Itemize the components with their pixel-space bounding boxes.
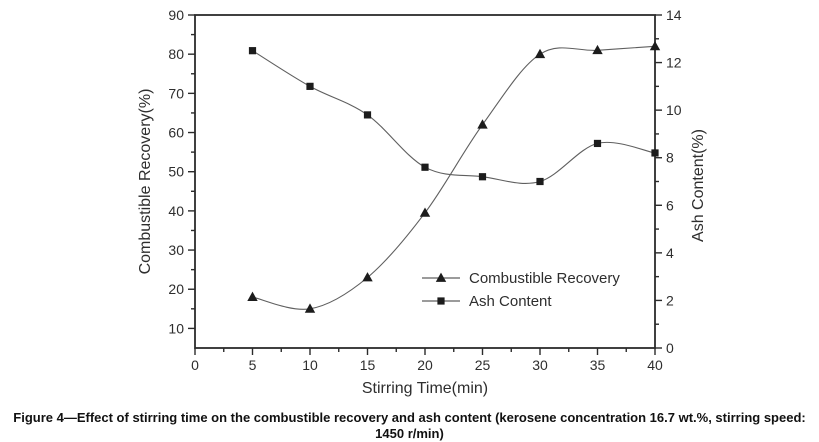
left-axis-tick-label: 30: [168, 242, 184, 258]
triangle-marker: [477, 119, 488, 129]
triangle-marker: [419, 207, 431, 217]
legend-label: Ash Content: [469, 293, 552, 310]
series-line-ash-content: [252, 50, 656, 184]
legend-square-marker: [437, 297, 445, 305]
left-axis-tick-label: 90: [168, 7, 184, 23]
left-axis-tick-label: 80: [168, 46, 184, 62]
triangle-marker: [592, 44, 603, 55]
legend-label: Combustible Recovery: [469, 270, 620, 287]
chart: 0 5 10 15 20 25 30 35 40 10 20 30 40 50 60 70 80 90 0 2 4 6 8 1…: [137, 7, 707, 397]
x-axis-tick-label: 40: [647, 357, 663, 373]
right-axis-tick-label: 14: [666, 7, 682, 23]
x-axis-tick-label: 20: [417, 357, 433, 373]
figure-caption: Figure 4—Effect of stirring time on the …: [13, 410, 806, 441]
right-axis-tick-label: 12: [666, 55, 682, 71]
square-marker: [248, 47, 257, 55]
right-axis-tick-label: 0: [666, 340, 674, 356]
right-axis-tick-label: 2: [666, 292, 674, 308]
triangle-marker: [304, 303, 316, 313]
left-axis-tick-label: 40: [168, 203, 184, 219]
series-line-combustible-recovery: [252, 45, 656, 310]
x-axis-tick-label: 25: [475, 357, 491, 373]
right-axis-tick-label: 8: [666, 150, 674, 166]
x-axis-title: Stirring Time(min): [362, 380, 488, 397]
left-axis-tick-label: 20: [168, 281, 184, 297]
x-axis-tick-label: 15: [360, 357, 376, 373]
triangle-marker: [534, 48, 546, 59]
right-axis-title: Ash Content(%): [690, 129, 707, 242]
x-axis-tick-label: 30: [532, 357, 548, 373]
dual-axis-line-chart: 0 5 10 15 20 25 30 35 40 10 20 30 40 50 60 70 80 90 0 2 4 6 8 1…: [137, 7, 707, 397]
square-marker: [593, 139, 602, 148]
square-marker: [421, 163, 429, 171]
plot-frame: [194, 14, 656, 349]
square-marker: [651, 149, 659, 157]
square-marker: [363, 111, 372, 119]
left-axis-title: Combustible Recovery(%): [137, 89, 154, 275]
right-axis-tick-label: 4: [666, 245, 674, 261]
triangle-marker: [247, 291, 258, 301]
square-marker: [478, 173, 487, 181]
left-axis-tick-label: 50: [168, 164, 184, 180]
triangle-marker: [649, 40, 661, 51]
left-axis-tick-label: 10: [168, 320, 184, 336]
right-axis-tick-label: 6: [666, 197, 674, 213]
x-axis-tick-label: 35: [590, 357, 606, 373]
left-axis-tick-label: 60: [168, 125, 184, 141]
square-marker: [306, 82, 314, 90]
x-axis-tick-label: 10: [302, 357, 318, 373]
x-axis-tick-label: 0: [191, 357, 199, 373]
x-axis-tick-label: 5: [249, 357, 257, 373]
square-marker: [536, 177, 544, 186]
left-axis-tick-label: 70: [168, 85, 184, 101]
right-axis-tick-label: 10: [666, 102, 682, 118]
triangle-marker: [362, 272, 373, 282]
legend-triangle-marker: [435, 272, 447, 282]
